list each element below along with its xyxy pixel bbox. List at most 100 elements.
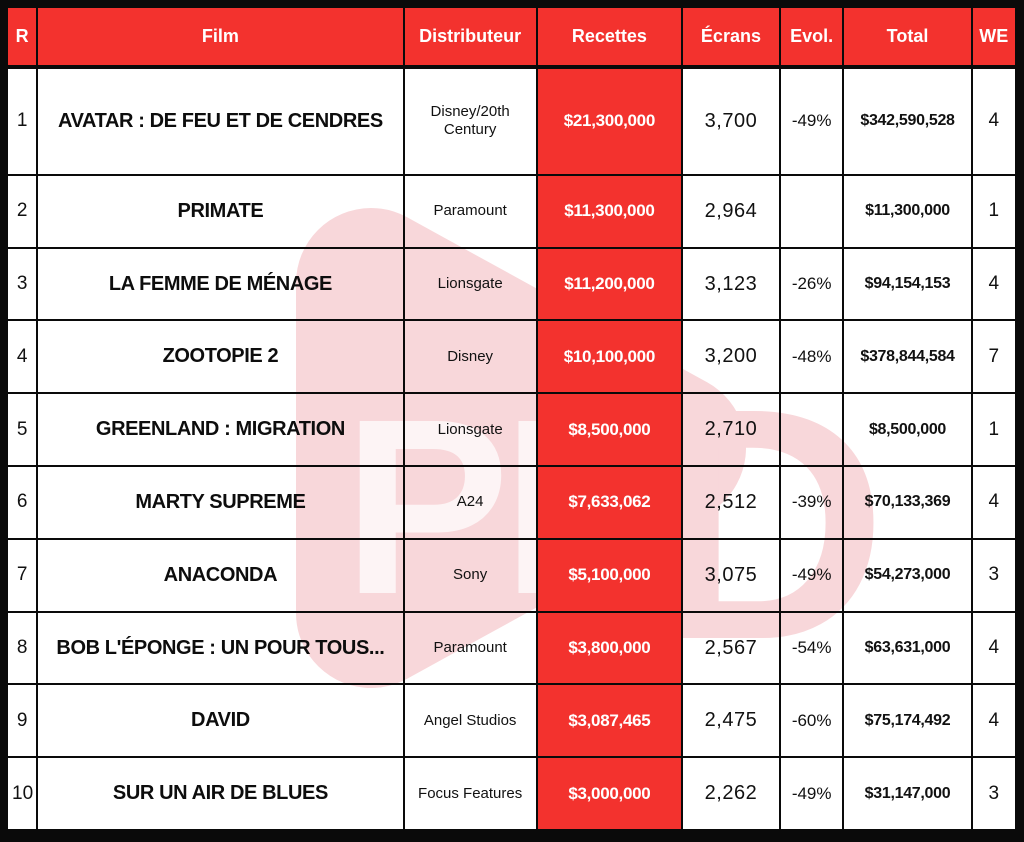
- film-title-cell: DAVID: [36, 683, 405, 759]
- film-title-cell: AVATAR : DE FEU ET DE CENDRES: [36, 66, 405, 176]
- table-row: 7 ANACONDA Sony $5,100,000 3,075 -49% $5…: [6, 537, 1017, 613]
- table-row: 2 PRIMATE Paramount $11,300,000 2,964 $1…: [6, 173, 1017, 249]
- weeks-cell: 4: [970, 465, 1017, 540]
- screens-cell: 3,075: [681, 537, 781, 613]
- weeks-cell: 4: [970, 246, 1017, 322]
- distributor-cell: Paramount: [402, 610, 538, 686]
- weeks-cell: 4: [970, 683, 1017, 759]
- rank-cell: 8: [6, 610, 39, 686]
- table-row: 1 AVATAR : DE FEU ET DE CENDRES Disney/2…: [6, 66, 1017, 176]
- column-header-total: Total: [842, 6, 973, 69]
- table-row: 9 DAVID Angel Studios $3,087,465 2,475 -…: [6, 683, 1017, 759]
- gross-cell: $5,100,000: [535, 537, 684, 613]
- weeks-cell: 1: [970, 173, 1017, 249]
- total-cell: $63,631,000: [842, 610, 973, 686]
- film-title-cell: BOB L'ÉPONGE : UN POUR TOUS...: [36, 610, 405, 686]
- total-cell: $11,300,000: [842, 173, 973, 249]
- rank-cell: 3: [6, 246, 39, 322]
- total-cell: $378,844,584: [842, 319, 973, 395]
- screens-cell: 3,200: [681, 319, 781, 395]
- table-row: 6 MARTY SUPREME A24 $7,633,062 2,512 -39…: [6, 465, 1017, 540]
- gross-cell: $11,200,000: [535, 246, 684, 322]
- rank-cell: 2: [6, 173, 39, 249]
- distributor-cell: Focus Features: [402, 756, 538, 831]
- table-row: 10 SUR UN AIR DE BLUES Focus Features $3…: [6, 756, 1017, 831]
- rank-cell: 1: [6, 66, 39, 176]
- screens-cell: 2,567: [681, 610, 781, 686]
- rank-cell: 6: [6, 465, 39, 540]
- total-cell: $31,147,000: [842, 756, 973, 831]
- film-title-cell: PRIMATE: [36, 173, 405, 249]
- weeks-cell: 1: [970, 392, 1017, 468]
- gross-cell: $3,800,000: [535, 610, 684, 686]
- evolution-cell: -39%: [778, 465, 845, 540]
- column-header-distributor: Distributeur: [402, 6, 538, 69]
- film-title-cell: LA FEMME DE MÉNAGE: [36, 246, 405, 322]
- gross-cell: $21,300,000: [535, 66, 684, 176]
- table-header: R Film Distributeur Recettes Écrans Evol…: [6, 6, 1017, 69]
- evolution-cell: -60%: [778, 683, 845, 759]
- total-cell: $75,174,492: [842, 683, 973, 759]
- screens-cell: 2,512: [681, 465, 781, 540]
- evolution-cell: -54%: [778, 610, 845, 686]
- table-row: 3 LA FEMME DE MÉNAGE Lionsgate $11,200,0…: [6, 246, 1017, 322]
- box-office-table: R Film Distributeur Recettes Écrans Evol…: [6, 6, 1017, 831]
- table-row: 4 ZOOTOPIE 2 Disney $10,100,000 3,200 -4…: [6, 319, 1017, 395]
- gross-cell: $11,300,000: [535, 173, 684, 249]
- gross-cell: $10,100,000: [535, 319, 684, 395]
- distributor-cell: A24: [402, 465, 538, 540]
- table-row: 5 GREENLAND : MIGRATION Lionsgate $8,500…: [6, 392, 1017, 468]
- column-header-screens: Écrans: [681, 6, 781, 69]
- column-header-weeks: WE: [970, 6, 1017, 69]
- screens-cell: 2,262: [681, 756, 781, 831]
- distributor-cell: Lionsgate: [402, 246, 538, 322]
- total-cell: $54,273,000: [842, 537, 973, 613]
- evolution-cell: [778, 173, 845, 249]
- weeks-cell: 4: [970, 66, 1017, 176]
- gross-cell: $3,087,465: [535, 683, 684, 759]
- rank-cell: 9: [6, 683, 39, 759]
- total-cell: $342,590,528: [842, 66, 973, 176]
- distributor-cell: Disney/20th Century: [402, 66, 538, 176]
- film-title-cell: MARTY SUPREME: [36, 465, 405, 540]
- screens-cell: 3,700: [681, 66, 781, 176]
- evolution-cell: -49%: [778, 537, 845, 613]
- weeks-cell: 7: [970, 319, 1017, 395]
- weeks-cell: 3: [970, 537, 1017, 613]
- distributor-cell: Lionsgate: [402, 392, 538, 468]
- film-title-cell: ANACONDA: [36, 537, 405, 613]
- evolution-cell: -26%: [778, 246, 845, 322]
- table-row: 8 BOB L'ÉPONGE : UN POUR TOUS... Paramou…: [6, 610, 1017, 686]
- total-cell: $94,154,153: [842, 246, 973, 322]
- film-title-cell: ZOOTOPIE 2: [36, 319, 405, 395]
- distributor-cell: Sony: [402, 537, 538, 613]
- rank-cell: 7: [6, 537, 39, 613]
- screens-cell: 2,964: [681, 173, 781, 249]
- evolution-cell: [778, 392, 845, 468]
- evolution-cell: -49%: [778, 66, 845, 176]
- gross-cell: $3,000,000: [535, 756, 684, 831]
- column-header-rank: R: [6, 6, 39, 69]
- rank-cell: 4: [6, 319, 39, 395]
- film-title-cell: SUR UN AIR DE BLUES: [36, 756, 405, 831]
- distributor-cell: Disney: [402, 319, 538, 395]
- total-cell: $70,133,369: [842, 465, 973, 540]
- rank-cell: 10: [6, 756, 39, 831]
- distributor-cell: Paramount: [402, 173, 538, 249]
- screens-cell: 2,710: [681, 392, 781, 468]
- table-body: 1 AVATAR : DE FEU ET DE CENDRES Disney/2…: [6, 66, 1017, 831]
- weeks-cell: 3: [970, 756, 1017, 831]
- evolution-cell: -49%: [778, 756, 845, 831]
- gross-cell: $8,500,000: [535, 392, 684, 468]
- screens-cell: 2,475: [681, 683, 781, 759]
- column-header-gross: Recettes: [535, 6, 684, 69]
- film-title-cell: GREENLAND : MIGRATION: [36, 392, 405, 468]
- total-cell: $8,500,000: [842, 392, 973, 468]
- column-header-evolution: Evol.: [778, 6, 845, 69]
- screens-cell: 3,123: [681, 246, 781, 322]
- rank-cell: 5: [6, 392, 39, 468]
- gross-cell: $7,633,062: [535, 465, 684, 540]
- distributor-cell: Angel Studios: [402, 683, 538, 759]
- header-row: R Film Distributeur Recettes Écrans Evol…: [6, 6, 1017, 69]
